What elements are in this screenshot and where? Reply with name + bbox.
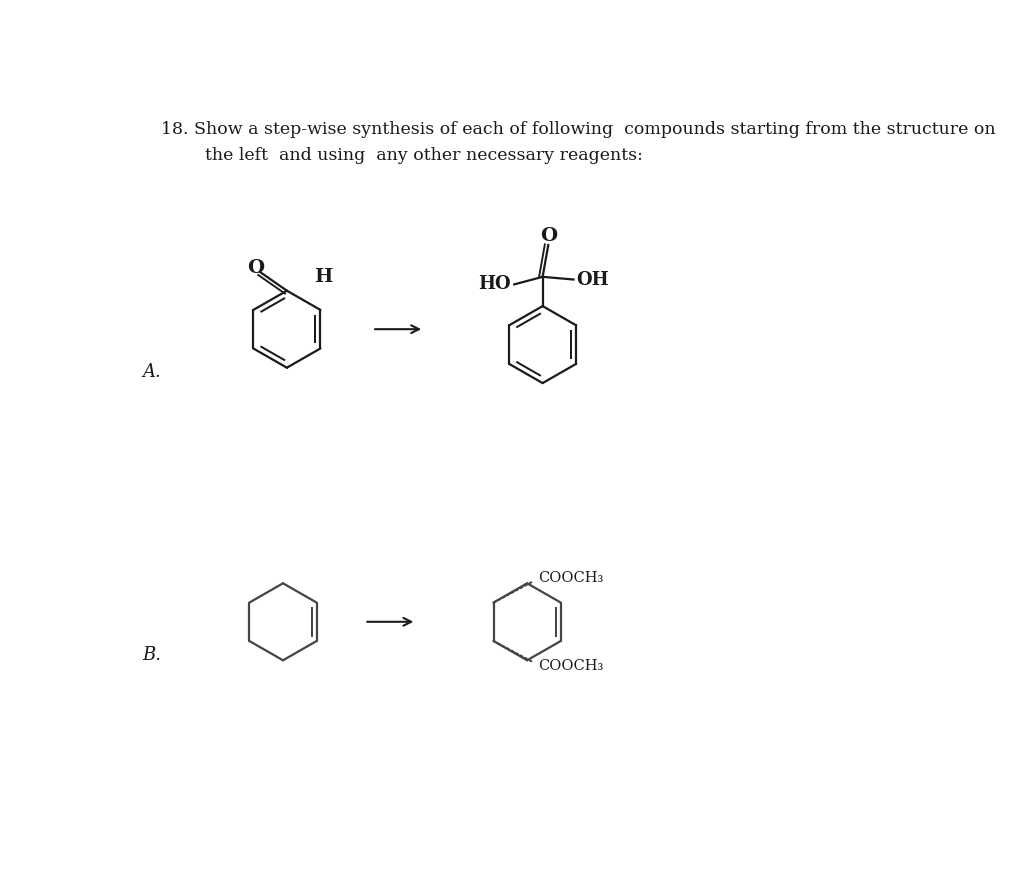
Text: COOCH₃: COOCH₃ (538, 571, 603, 585)
Text: COOCH₃: COOCH₃ (538, 659, 603, 673)
Text: 18. Show a step-wise synthesis of each of following  compounds starting from the: 18. Show a step-wise synthesis of each o… (161, 121, 995, 138)
Text: HO: HO (477, 275, 510, 293)
Text: O: O (247, 258, 264, 277)
Text: A.: A. (142, 363, 161, 380)
Text: the left  and using  any other necessary reagents:: the left and using any other necessary r… (161, 146, 642, 164)
Text: B.: B. (142, 646, 161, 664)
Text: H: H (314, 268, 333, 286)
Text: O: O (540, 227, 557, 244)
Text: OH: OH (577, 271, 609, 288)
